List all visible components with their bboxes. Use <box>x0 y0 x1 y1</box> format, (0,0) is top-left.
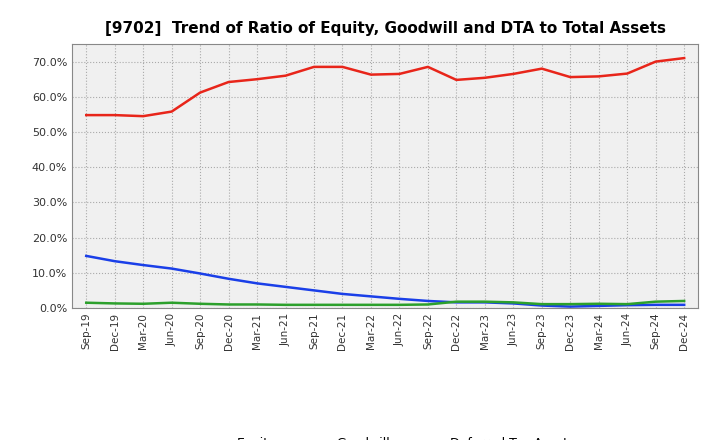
Equity <box>110 113 119 118</box>
Goodwill <box>537 303 546 308</box>
Goodwill <box>423 298 432 304</box>
Deferred Tax Assets <box>225 302 233 307</box>
Equity <box>680 55 688 61</box>
Deferred Tax Assets <box>139 301 148 306</box>
Line: Goodwill: Goodwill <box>86 256 684 307</box>
Deferred Tax Assets <box>537 301 546 307</box>
Goodwill <box>680 302 688 308</box>
Goodwill <box>566 304 575 309</box>
Goodwill <box>225 276 233 282</box>
Equity <box>282 73 290 78</box>
Deferred Tax Assets <box>680 298 688 304</box>
Equity <box>253 77 261 82</box>
Goodwill <box>253 281 261 286</box>
Goodwill <box>139 262 148 268</box>
Equity <box>82 113 91 118</box>
Goodwill <box>480 300 489 305</box>
Deferred Tax Assets <box>282 302 290 308</box>
Equity <box>623 71 631 76</box>
Deferred Tax Assets <box>452 299 461 304</box>
Deferred Tax Assets <box>423 302 432 307</box>
Deferred Tax Assets <box>338 302 347 308</box>
Goodwill <box>595 303 603 308</box>
Deferred Tax Assets <box>253 302 261 307</box>
Deferred Tax Assets <box>652 299 660 304</box>
Legend: Equity, Goodwill, Deferred Tax Assets: Equity, Goodwill, Deferred Tax Assets <box>191 432 580 440</box>
Goodwill <box>310 288 318 293</box>
Line: Equity: Equity <box>86 58 684 116</box>
Deferred Tax Assets <box>566 301 575 307</box>
Goodwill <box>366 294 375 299</box>
Deferred Tax Assets <box>509 300 518 305</box>
Goodwill <box>110 259 119 264</box>
Deferred Tax Assets <box>480 299 489 304</box>
Equity <box>652 59 660 64</box>
Goodwill <box>452 300 461 305</box>
Deferred Tax Assets <box>623 301 631 307</box>
Equity <box>566 74 575 80</box>
Equity <box>395 71 404 77</box>
Deferred Tax Assets <box>196 301 204 306</box>
Equity <box>196 90 204 95</box>
Equity <box>167 109 176 114</box>
Equity <box>423 64 432 70</box>
Goodwill <box>652 302 660 308</box>
Goodwill <box>338 291 347 297</box>
Deferred Tax Assets <box>82 300 91 305</box>
Goodwill <box>196 271 204 276</box>
Equity <box>595 74 603 79</box>
Equity <box>338 64 347 70</box>
Title: [9702]  Trend of Ratio of Equity, Goodwill and DTA to Total Assets: [9702] Trend of Ratio of Equity, Goodwil… <box>104 21 666 36</box>
Deferred Tax Assets <box>110 301 119 306</box>
Deferred Tax Assets <box>595 301 603 306</box>
Equity <box>139 114 148 119</box>
Equity <box>537 66 546 71</box>
Equity <box>480 75 489 81</box>
Line: Deferred Tax Assets: Deferred Tax Assets <box>86 301 684 305</box>
Equity <box>366 72 375 77</box>
Equity <box>509 71 518 77</box>
Goodwill <box>623 303 631 308</box>
Goodwill <box>282 284 290 290</box>
Deferred Tax Assets <box>310 302 318 308</box>
Goodwill <box>167 266 176 271</box>
Goodwill <box>82 253 91 259</box>
Equity <box>225 79 233 84</box>
Goodwill <box>509 301 518 306</box>
Equity <box>310 64 318 70</box>
Deferred Tax Assets <box>167 300 176 305</box>
Equity <box>452 77 461 83</box>
Deferred Tax Assets <box>366 302 375 308</box>
Deferred Tax Assets <box>395 302 404 308</box>
Goodwill <box>395 296 404 301</box>
